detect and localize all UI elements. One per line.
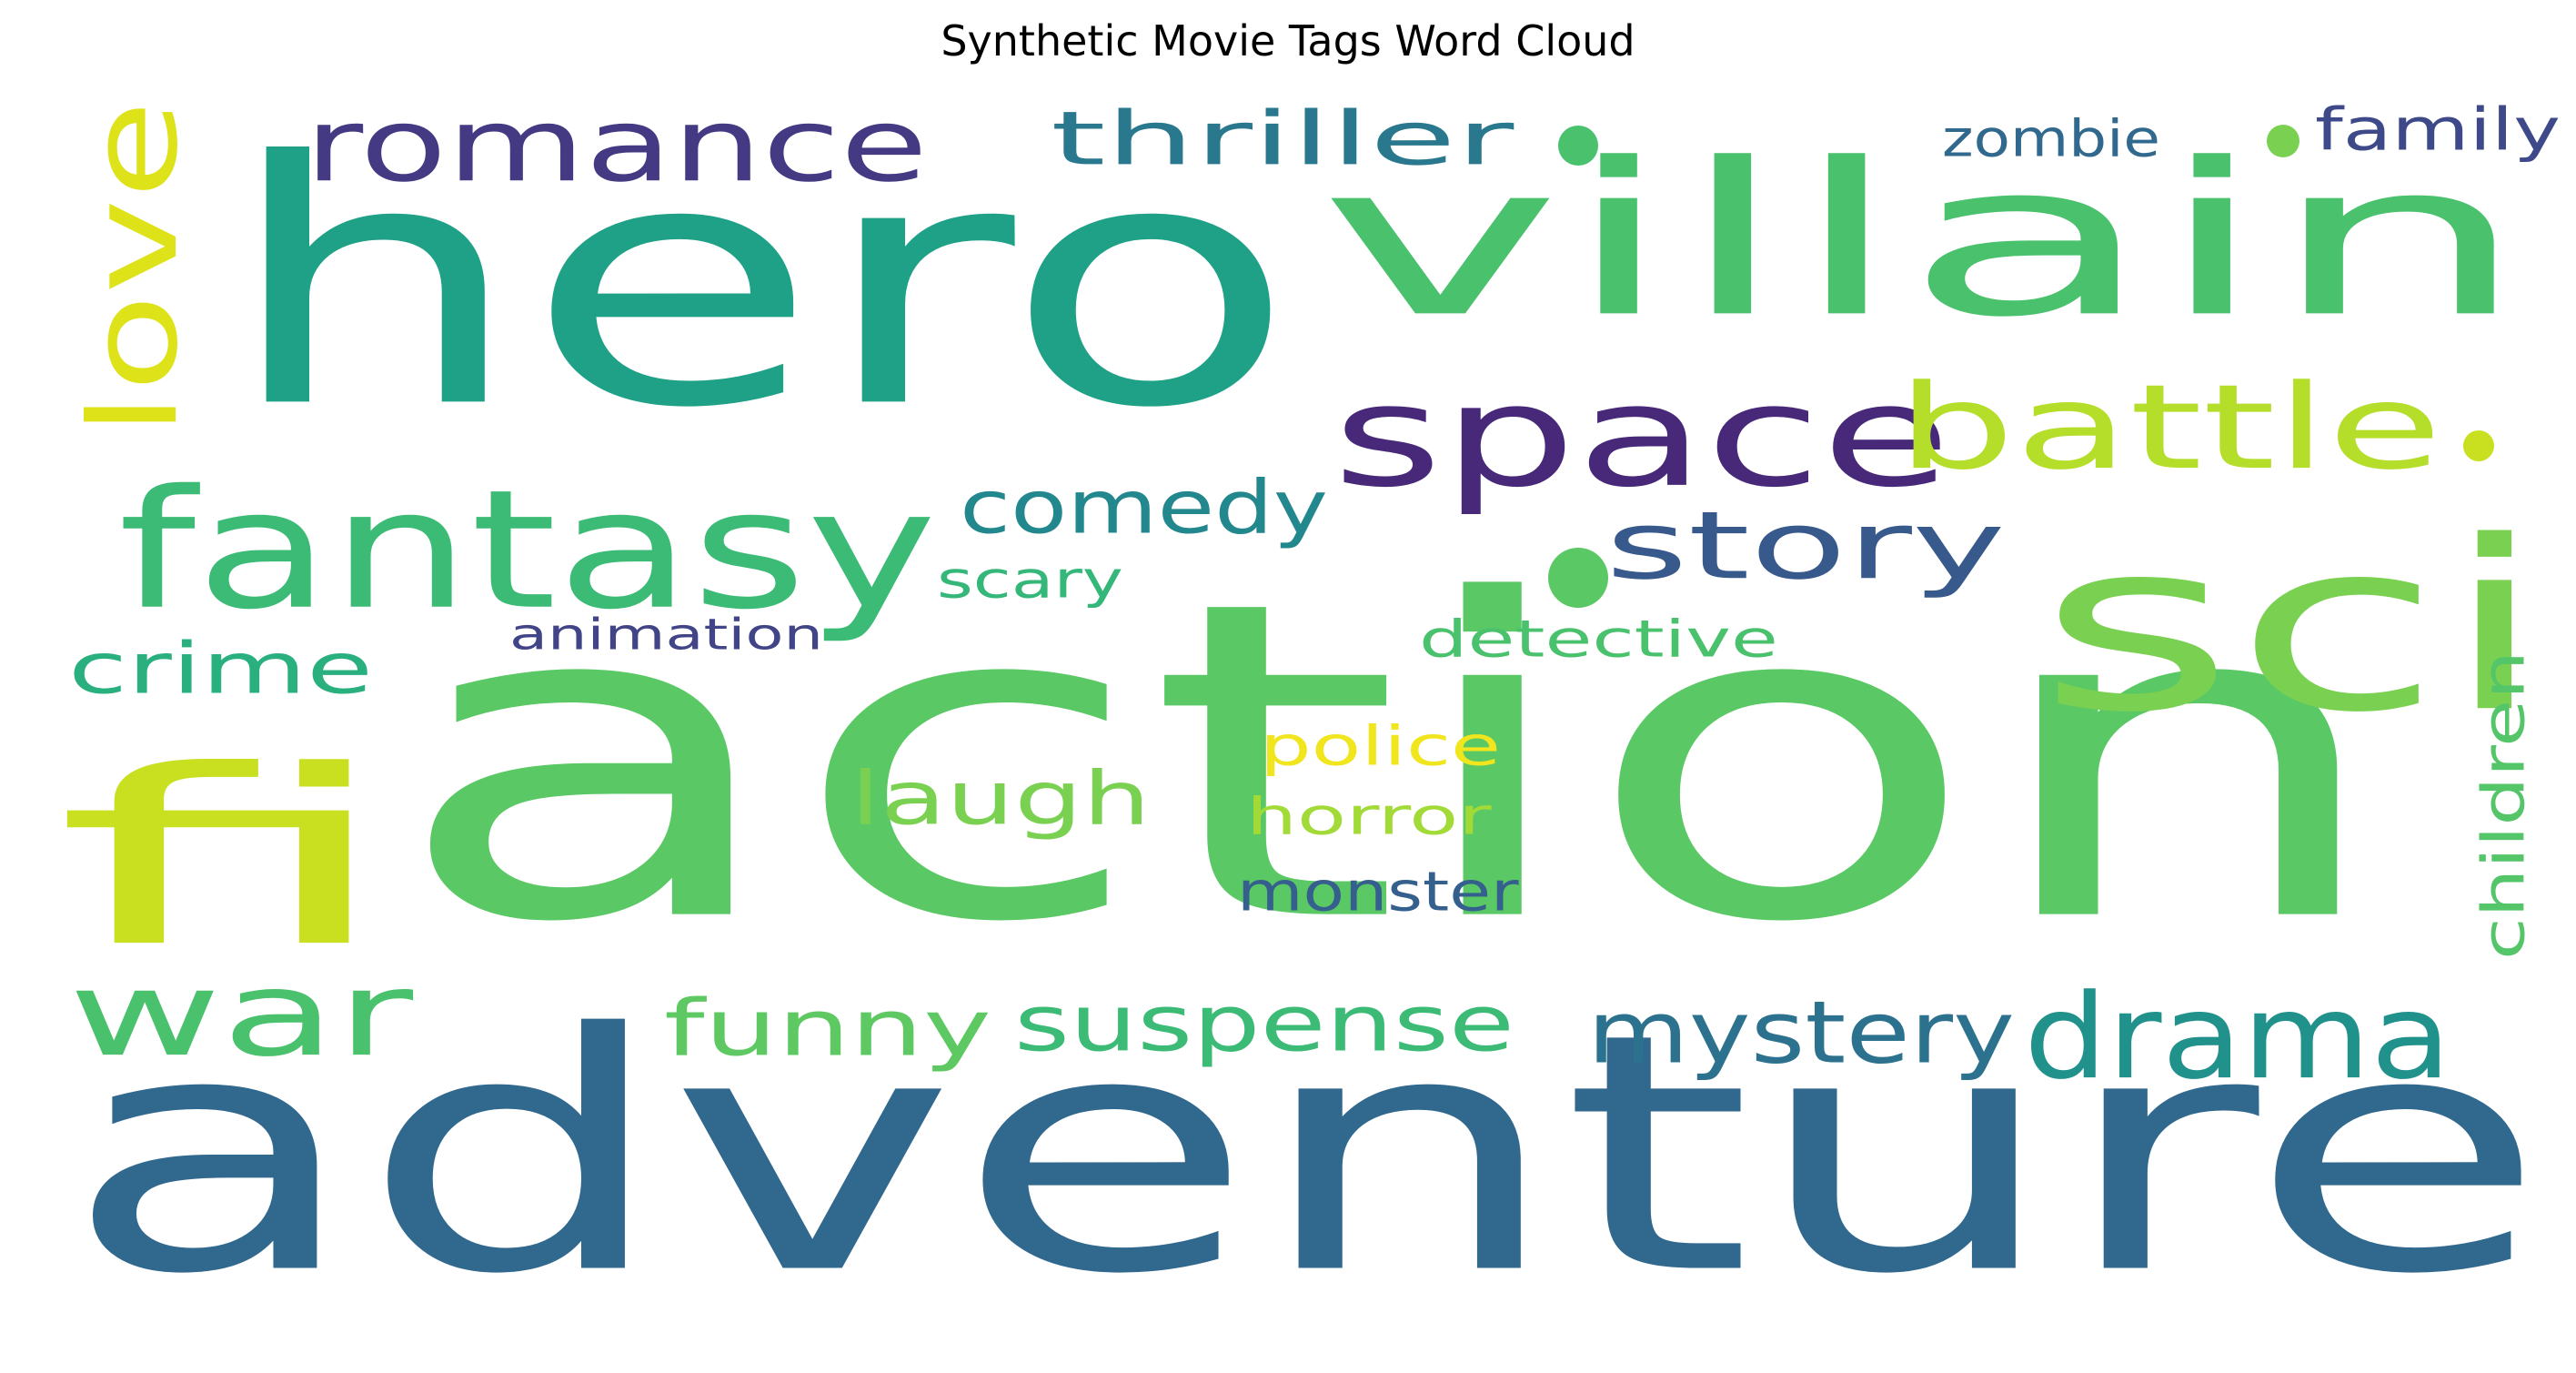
chart-title: Synthetic Movie Tags Word Cloud [941, 16, 1635, 66]
word-fantasy: fantasy [118, 455, 937, 645]
word-action: action [391, 509, 2392, 1018]
word-drama: drama [2024, 970, 2451, 1105]
word-suspense: suspense [1014, 979, 1514, 1069]
word-story: story [1605, 490, 2006, 600]
word-sci: sci [2038, 491, 2547, 764]
decorative-dot [1548, 548, 1608, 608]
word-love: love [64, 100, 205, 437]
word-fi: fi [55, 718, 400, 1000]
word-comedy: comedy [960, 463, 1328, 550]
word-war: war [68, 947, 414, 1083]
word-laugh: laugh [850, 755, 1151, 842]
word-scary: scary [937, 550, 1123, 610]
decorative-dot [1558, 126, 1598, 166]
word-horror: horror [1246, 787, 1492, 846]
word-funny: funny [664, 984, 991, 1074]
word-space: space [1333, 355, 1951, 519]
decorative-dot [2463, 430, 2494, 461]
word-romance: romance [305, 86, 928, 205]
word-animation: animation [509, 610, 823, 660]
word-adventure: adventure [64, 964, 2547, 1346]
word-crime: crime [68, 628, 373, 710]
word-thriller: thriller [1051, 96, 1514, 182]
word-battle: battle [1897, 359, 2442, 496]
word-police: police [1260, 714, 1501, 778]
word-children: children [2470, 651, 2538, 960]
word-hero: hero [223, 90, 1296, 481]
word-detective: detective [1419, 610, 1778, 669]
word-monster: monster [1237, 860, 1519, 924]
word-zombie: zombie [1942, 109, 2160, 168]
word-villain: villain [1319, 117, 2529, 363]
word-mystery: mystery [1587, 982, 2015, 1083]
word-family: family [2315, 96, 2561, 165]
decorative-dot [2267, 125, 2299, 157]
